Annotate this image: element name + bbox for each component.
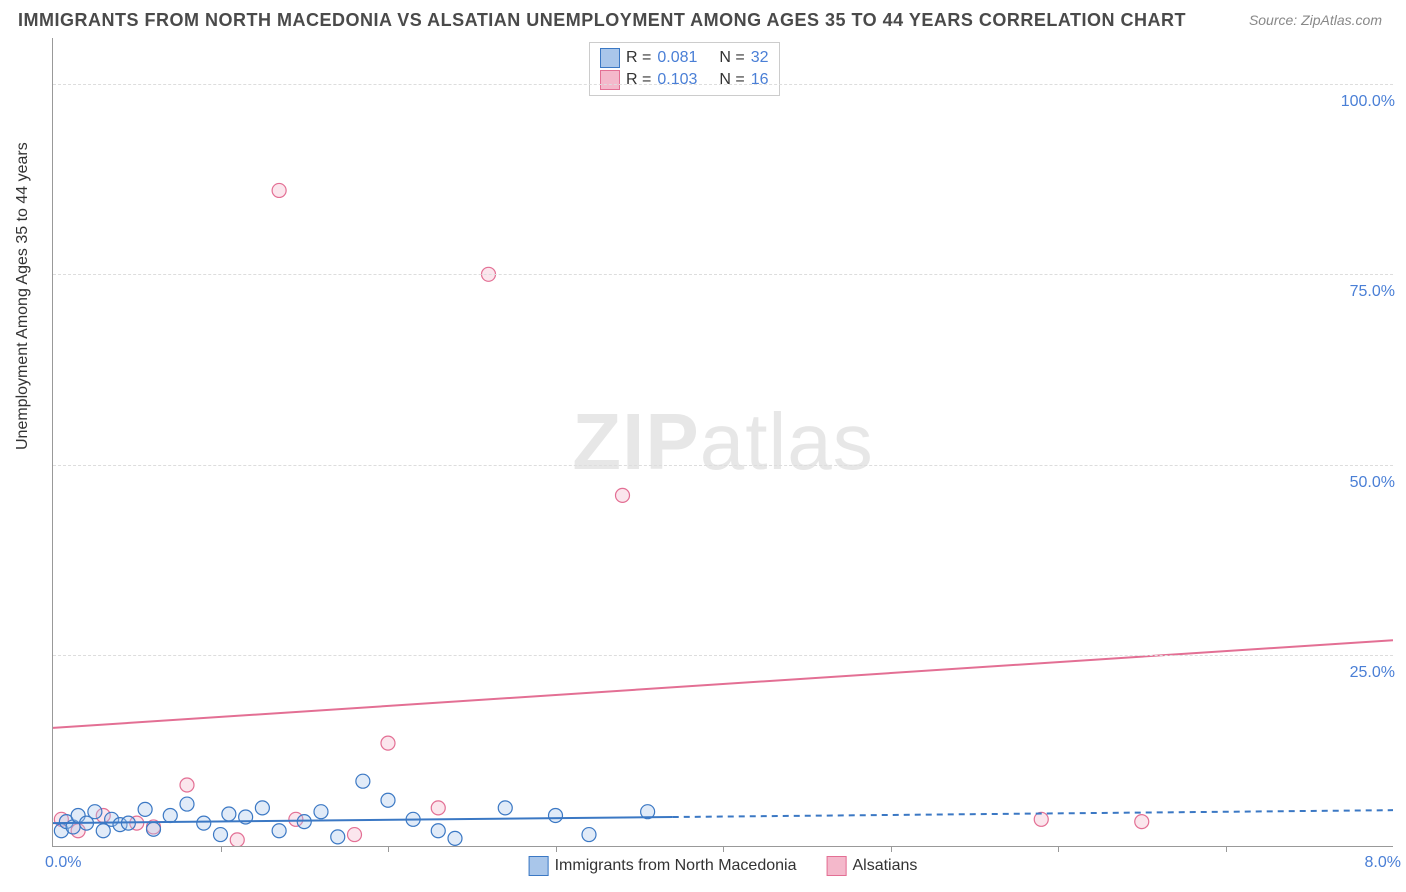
data-point: [255, 801, 269, 815]
r-value: 0.081: [657, 47, 697, 69]
data-point: [498, 801, 512, 815]
n-label: N =: [719, 47, 744, 69]
data-point: [222, 807, 236, 821]
legend-item: Immigrants from North Macedonia: [529, 856, 797, 876]
data-point: [197, 816, 211, 830]
n-label: N =: [719, 69, 744, 91]
source-attribution: Source: ZipAtlas.com: [1249, 12, 1382, 28]
data-point: [314, 805, 328, 819]
gridline: [53, 465, 1393, 466]
data-point: [180, 778, 194, 792]
x-tick: [1058, 846, 1059, 852]
y-axis-label: Unemployment Among Ages 35 to 44 years: [14, 142, 32, 450]
trend-line: [53, 817, 673, 823]
data-point: [1135, 815, 1149, 829]
data-point: [138, 802, 152, 816]
data-point: [230, 833, 244, 846]
y-tick-label: 50.0%: [1346, 474, 1395, 492]
data-point: [88, 805, 102, 819]
r-label: R =: [626, 69, 651, 91]
data-point: [356, 774, 370, 788]
data-point: [431, 801, 445, 815]
data-point: [431, 824, 445, 838]
legend-item: Alsatians: [826, 856, 917, 876]
trend-line: [673, 810, 1393, 817]
legend-label: Alsatians: [852, 857, 917, 875]
legend-label: Immigrants from North Macedonia: [555, 857, 797, 875]
data-point: [381, 793, 395, 807]
data-point: [381, 736, 395, 750]
data-point: [214, 828, 228, 842]
x-tick: [723, 846, 724, 852]
data-point: [582, 828, 596, 842]
trend-line: [53, 640, 1393, 728]
legend-swatch-a: [529, 856, 549, 876]
n-value: 32: [751, 47, 769, 69]
data-point: [147, 822, 161, 836]
series-legend: Immigrants from North Macedonia Alsatian…: [529, 856, 918, 876]
legend-row: R = 0.081 N = 32: [600, 47, 769, 69]
x-tick: [1226, 846, 1227, 852]
x-tick: [556, 846, 557, 852]
chart-title: IMMIGRANTS FROM NORTH MACEDONIA VS ALSAT…: [18, 10, 1186, 31]
data-point: [272, 183, 286, 197]
legend-swatch-b: [600, 70, 620, 90]
chart-svg: [53, 38, 1393, 846]
x-tick: [388, 846, 389, 852]
legend-row: R = 0.103 N = 16: [600, 69, 769, 91]
data-point: [331, 830, 345, 844]
data-point: [448, 831, 462, 845]
y-tick-label: 25.0%: [1346, 664, 1395, 682]
n-value: 16: [751, 69, 769, 91]
x-axis-min-label: 0.0%: [45, 854, 81, 872]
data-point: [616, 488, 630, 502]
x-tick: [221, 846, 222, 852]
r-label: R =: [626, 47, 651, 69]
x-tick: [891, 846, 892, 852]
gridline: [53, 84, 1393, 85]
legend-swatch-a: [600, 48, 620, 68]
r-value: 0.103: [657, 69, 697, 91]
gridline: [53, 274, 1393, 275]
plot-area: ZIPatlas R = 0.081 N = 32 R = 0.103 N = …: [52, 38, 1393, 847]
data-point: [348, 828, 362, 842]
data-point: [272, 824, 286, 838]
y-tick-label: 100.0%: [1337, 93, 1395, 111]
data-point: [180, 797, 194, 811]
correlation-legend: R = 0.081 N = 32 R = 0.103 N = 16: [589, 42, 780, 96]
legend-swatch-b: [826, 856, 846, 876]
gridline: [53, 655, 1393, 656]
x-axis-max-label: 8.0%: [1365, 854, 1401, 872]
data-point: [163, 809, 177, 823]
data-point: [549, 809, 563, 823]
y-tick-label: 75.0%: [1346, 283, 1395, 301]
